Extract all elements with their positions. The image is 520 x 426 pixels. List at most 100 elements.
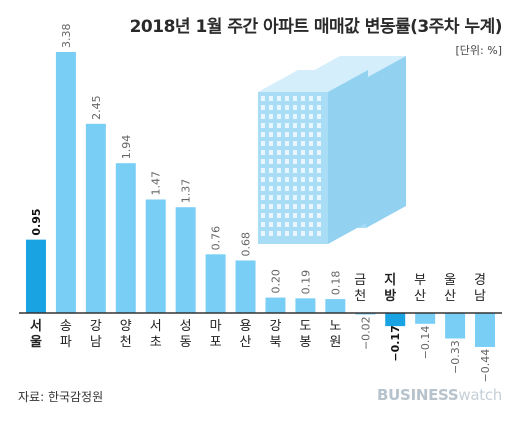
building-window <box>285 213 289 218</box>
building-window <box>293 141 297 146</box>
building-window <box>293 213 297 218</box>
building-window <box>269 114 273 119</box>
building-window <box>301 231 305 236</box>
building-window <box>261 195 265 200</box>
building-window <box>269 159 273 164</box>
building-window <box>269 231 273 236</box>
building-window <box>285 123 289 128</box>
category-label: 남 <box>474 289 486 304</box>
building-window <box>293 168 297 173</box>
category-label: 동 <box>180 335 192 350</box>
building-window <box>285 159 289 164</box>
building-window <box>285 150 289 155</box>
building-window <box>301 159 305 164</box>
building-window <box>261 168 265 173</box>
data-label: 0.68 <box>240 232 253 257</box>
data-label: 2.45 <box>90 95 103 120</box>
building-window <box>261 159 265 164</box>
building-window <box>317 105 321 110</box>
building-window <box>285 114 289 119</box>
building-window <box>277 159 281 164</box>
category-label: 서 <box>150 319 162 334</box>
building-window <box>309 213 313 218</box>
building-window <box>293 105 297 110</box>
building-window <box>269 123 273 128</box>
building-window <box>309 114 313 119</box>
building-window <box>301 123 305 128</box>
building-window <box>261 123 265 128</box>
building-window <box>285 168 289 173</box>
building-window <box>309 150 313 155</box>
building-front-top <box>258 70 368 92</box>
brand-logo: BUSINESSwatch <box>377 386 502 404</box>
building-window <box>285 186 289 191</box>
building-window <box>317 114 321 119</box>
bar <box>445 313 466 339</box>
building-window <box>301 186 305 191</box>
building-window <box>285 222 289 227</box>
building-window <box>285 231 289 236</box>
category-label: 서 <box>30 319 42 334</box>
data-label: 0.19 <box>299 270 312 295</box>
building-window <box>269 222 273 227</box>
bar <box>115 163 136 313</box>
building-window <box>277 195 281 200</box>
building-window <box>301 177 305 182</box>
building-window <box>301 222 305 227</box>
building-window <box>277 213 281 218</box>
building-window <box>301 213 305 218</box>
building-window <box>277 204 281 209</box>
building-window <box>293 195 297 200</box>
category-label: 강 <box>269 319 281 334</box>
building-window <box>293 159 297 164</box>
building-window <box>269 186 273 191</box>
building-window <box>261 141 265 146</box>
building-window <box>269 105 273 110</box>
building-window <box>317 195 321 200</box>
building-window <box>317 222 321 227</box>
building-window <box>269 195 273 200</box>
bar <box>145 199 166 313</box>
building-window <box>309 141 313 146</box>
building-window <box>293 132 297 137</box>
building-window <box>277 222 281 227</box>
building-window <box>261 132 265 137</box>
building-window <box>301 204 305 209</box>
bar <box>325 299 346 313</box>
building-window <box>317 213 321 218</box>
building-window <box>261 222 265 227</box>
bar <box>235 260 256 313</box>
building-window <box>261 177 265 182</box>
data-label: 3.38 <box>60 24 73 49</box>
building-window <box>293 150 297 155</box>
category-label: 울 <box>444 273 456 288</box>
building-window <box>309 159 313 164</box>
building-window <box>261 213 265 218</box>
building-window <box>285 177 289 182</box>
data-label: −0.14 <box>419 326 432 360</box>
building-window <box>317 141 321 146</box>
building-window <box>269 177 273 182</box>
building-window <box>277 123 281 128</box>
building-window <box>269 141 273 146</box>
building-window <box>301 195 305 200</box>
category-label: 초 <box>150 335 162 350</box>
category-label: 산 <box>444 289 456 304</box>
bar <box>25 239 46 313</box>
building-window <box>277 96 281 101</box>
category-label: 울 <box>30 334 42 350</box>
building-window <box>293 177 297 182</box>
bar <box>265 297 286 313</box>
data-label: 0.20 <box>269 269 282 294</box>
bar <box>415 313 436 324</box>
building-window <box>277 231 281 236</box>
building-window <box>285 132 289 137</box>
data-label: 0.76 <box>210 226 223 251</box>
building-window <box>309 105 313 110</box>
building-window <box>285 141 289 146</box>
category-label: 산 <box>240 335 252 350</box>
building-window <box>309 123 313 128</box>
building-window <box>301 96 305 101</box>
category-label: 금 <box>354 273 366 288</box>
category-label: 경 <box>474 273 486 288</box>
